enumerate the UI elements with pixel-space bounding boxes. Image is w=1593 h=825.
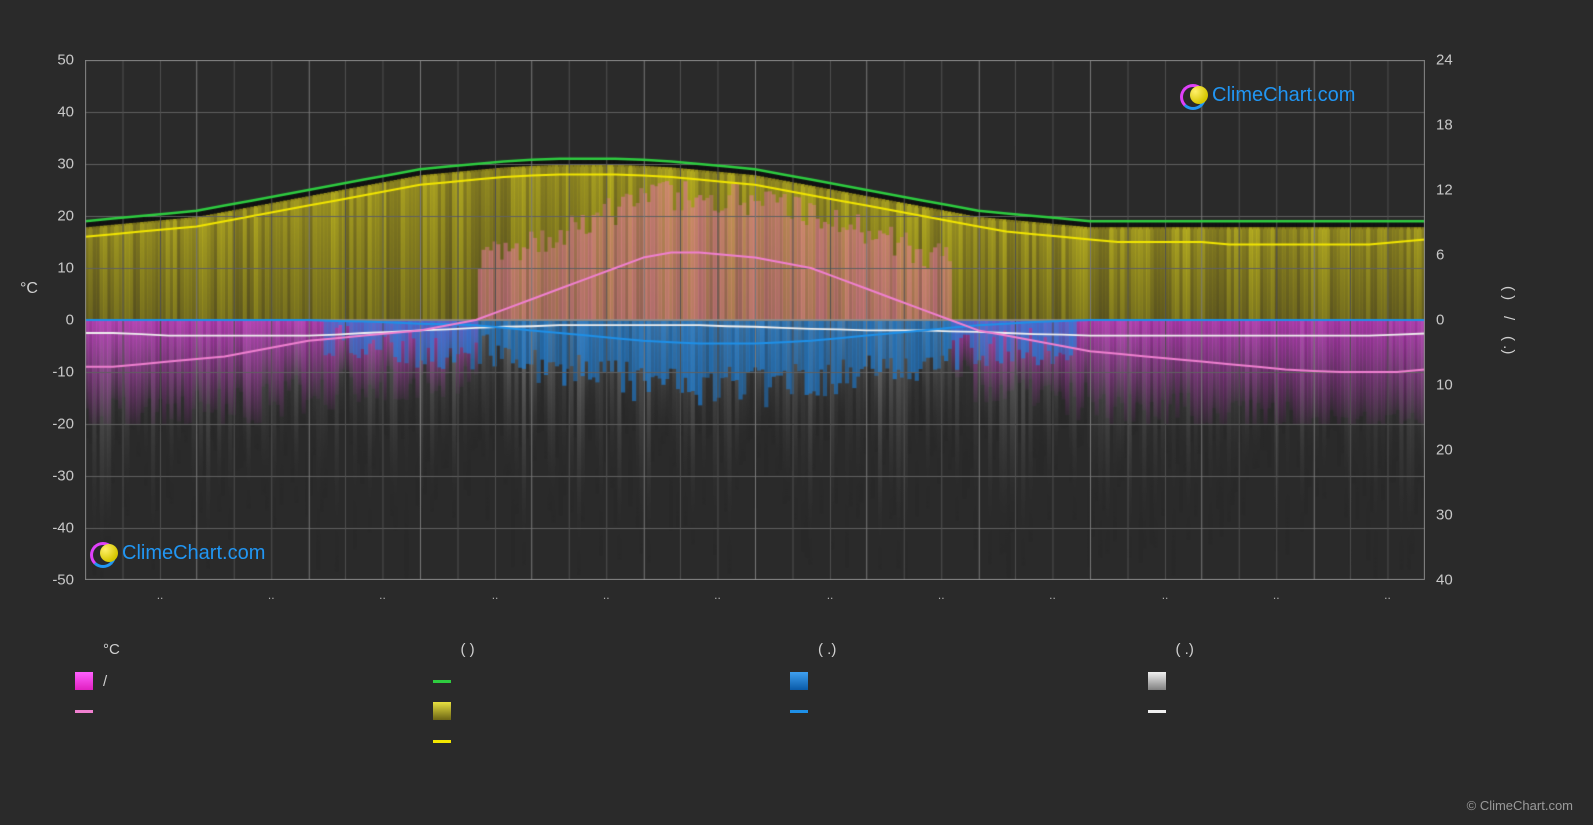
legend-item bbox=[1148, 668, 1506, 694]
climechart-logo-icon bbox=[1180, 82, 1206, 108]
legend-label: / bbox=[103, 673, 107, 690]
y-left-tick: -20 bbox=[0, 416, 80, 433]
y-right-tick: 20 bbox=[1430, 442, 1490, 459]
y-left-tick: -30 bbox=[0, 468, 80, 485]
legend-item bbox=[1148, 728, 1506, 754]
legend-item bbox=[433, 728, 791, 754]
watermark-top: ClimeChart.com bbox=[1180, 82, 1355, 108]
watermark-text: ClimeChart.com bbox=[122, 542, 265, 565]
legend-row bbox=[75, 728, 1505, 754]
right-label-2: / bbox=[1500, 316, 1517, 320]
legend-item: / bbox=[75, 668, 433, 694]
legend-row bbox=[75, 698, 1505, 724]
x-tick: .. bbox=[714, 588, 721, 602]
right-label-1: ( ) bbox=[1500, 286, 1517, 300]
legend-header-cell: ( ) bbox=[433, 636, 791, 662]
y-right-tick: 12 bbox=[1430, 182, 1490, 199]
y-left-tick: 30 bbox=[0, 156, 80, 173]
legend-swatch bbox=[790, 710, 808, 713]
legend-item bbox=[75, 698, 433, 724]
legend-item bbox=[790, 668, 1148, 694]
legend-item bbox=[433, 698, 791, 724]
legend-item bbox=[1148, 698, 1506, 724]
legend-swatch bbox=[1148, 710, 1166, 713]
x-tick: .. bbox=[1273, 588, 1280, 602]
legend-swatch bbox=[433, 740, 451, 743]
legend-header: °C ( ) ( .) ( .) bbox=[75, 636, 1505, 662]
legend-item bbox=[75, 728, 433, 754]
x-tick: .. bbox=[938, 588, 945, 602]
y-left-tick: -10 bbox=[0, 364, 80, 381]
legend-swatch bbox=[75, 710, 93, 713]
y-left-axis: 50403020100-10-20-30-40-50 bbox=[0, 60, 80, 580]
y-right-tick: 24 bbox=[1430, 52, 1490, 69]
legend-header-label: ( .) bbox=[1176, 641, 1194, 658]
copyright: © ClimeChart.com bbox=[1467, 798, 1573, 813]
legend-header-cell: ( .) bbox=[1148, 636, 1506, 662]
y-left-tick: -40 bbox=[0, 520, 80, 537]
y-left-label: °C bbox=[20, 280, 38, 298]
legend-swatch bbox=[1148, 672, 1166, 690]
x-tick: .. bbox=[268, 588, 275, 602]
x-axis: ........................ bbox=[85, 588, 1425, 608]
legend-item bbox=[790, 698, 1148, 724]
watermark-bottom: ClimeChart.com bbox=[90, 540, 265, 566]
x-tick: .. bbox=[492, 588, 499, 602]
x-tick: .. bbox=[1049, 588, 1056, 602]
legend-header-label: ( ) bbox=[461, 641, 475, 658]
y-right-tick: 10 bbox=[1430, 377, 1490, 394]
y-right-tick: 40 bbox=[1430, 572, 1490, 589]
legend-swatch bbox=[433, 680, 451, 683]
y-right-label: ( ) / ( .) bbox=[1500, 60, 1517, 580]
legend-item bbox=[790, 728, 1148, 754]
legend-header-label: °C bbox=[103, 641, 120, 658]
legend-header-cell: °C bbox=[75, 636, 433, 662]
y-right-axis: 2418126010203040 bbox=[1430, 60, 1490, 580]
legend-item bbox=[433, 668, 791, 694]
x-tick: .. bbox=[379, 588, 386, 602]
x-tick: .. bbox=[827, 588, 834, 602]
legend-header-cell: ( .) bbox=[790, 636, 1148, 662]
climate-chart bbox=[85, 60, 1425, 580]
y-right-tick: 6 bbox=[1430, 247, 1490, 264]
y-right-tick: 30 bbox=[1430, 507, 1490, 524]
chart-canvas bbox=[85, 60, 1425, 580]
x-tick: .. bbox=[603, 588, 610, 602]
right-label-3: ( .) bbox=[1500, 336, 1517, 354]
x-tick: .. bbox=[1384, 588, 1391, 602]
legend-swatch bbox=[75, 672, 93, 690]
y-left-tick: 40 bbox=[0, 104, 80, 121]
legend-row: / bbox=[75, 668, 1505, 694]
y-right-tick: 0 bbox=[1430, 312, 1490, 329]
y-right-tick: 18 bbox=[1430, 117, 1490, 134]
x-tick: .. bbox=[157, 588, 164, 602]
y-left-tick: -50 bbox=[0, 572, 80, 589]
y-left-tick: 0 bbox=[0, 312, 80, 329]
legend-swatch bbox=[790, 672, 808, 690]
x-tick: .. bbox=[1162, 588, 1169, 602]
y-left-tick: 50 bbox=[0, 52, 80, 69]
y-left-tick: 10 bbox=[0, 260, 80, 277]
watermark-text: ClimeChart.com bbox=[1212, 84, 1355, 107]
legend-swatch bbox=[433, 702, 451, 720]
legend-header-label: ( .) bbox=[818, 641, 836, 658]
climechart-logo-icon bbox=[90, 540, 116, 566]
y-left-tick: 20 bbox=[0, 208, 80, 225]
